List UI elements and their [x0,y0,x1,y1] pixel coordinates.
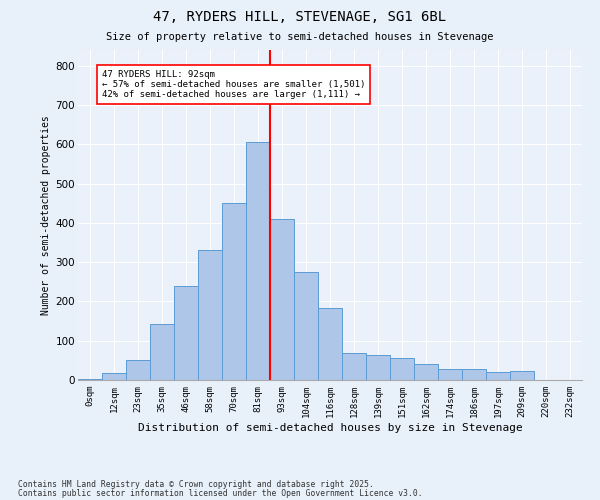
Bar [78,379,102,380]
Bar [270,219,294,380]
Bar [102,373,126,380]
Bar [414,364,438,380]
Bar [318,308,342,380]
Bar [246,142,270,380]
Bar [222,203,246,380]
Bar [342,352,366,380]
Text: Contains HM Land Registry data © Crown copyright and database right 2025.: Contains HM Land Registry data © Crown c… [18,480,374,489]
Text: 47 RYDERS HILL: 92sqm
← 57% of semi-detached houses are smaller (1,501)
42% of s: 47 RYDERS HILL: 92sqm ← 57% of semi-deta… [102,70,365,100]
Bar [174,286,198,380]
Bar [150,324,174,380]
Text: Size of property relative to semi-detached houses in Stevenage: Size of property relative to semi-detach… [106,32,494,42]
X-axis label: Distribution of semi-detached houses by size in Stevenage: Distribution of semi-detached houses by … [137,422,523,432]
Bar [486,372,510,380]
Bar [366,355,390,380]
Bar [438,369,462,380]
Bar [198,250,222,380]
Bar [510,372,534,380]
Bar [294,272,318,380]
Bar [462,369,486,380]
Text: Contains public sector information licensed under the Open Government Licence v3: Contains public sector information licen… [18,490,422,498]
Y-axis label: Number of semi-detached properties: Number of semi-detached properties [41,115,52,315]
Bar [390,358,414,380]
Text: 47, RYDERS HILL, STEVENAGE, SG1 6BL: 47, RYDERS HILL, STEVENAGE, SG1 6BL [154,10,446,24]
Bar [126,360,150,380]
